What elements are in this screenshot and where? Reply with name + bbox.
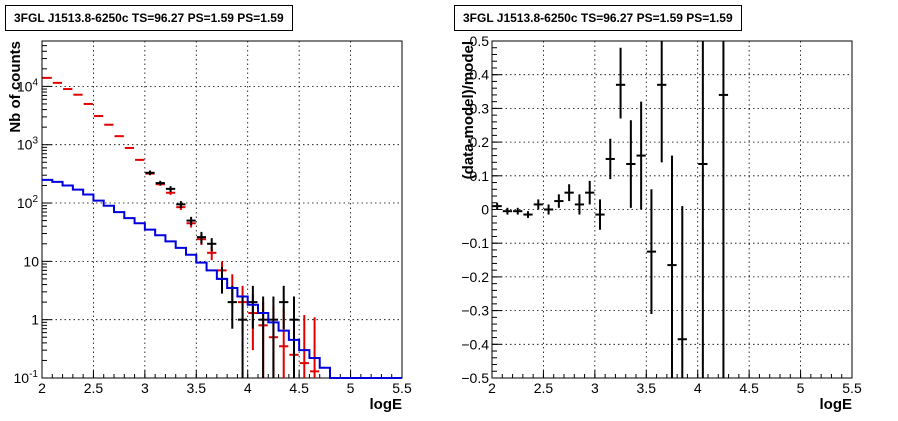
x-tick-label: 4 bbox=[244, 380, 252, 396]
y-tick-label: 1 bbox=[31, 312, 39, 328]
y-tick-label: 104 bbox=[17, 77, 39, 94]
x-tick-label: 2.5 bbox=[84, 380, 104, 396]
x-tick-label: 2.5 bbox=[534, 380, 554, 396]
y-tick-label: 0.5 bbox=[470, 33, 490, 49]
data-point bbox=[502, 207, 513, 215]
y-tick-label: −0.1 bbox=[461, 235, 489, 251]
y-axis-label: (data-model)/model bbox=[460, 41, 477, 179]
y-tick-label: −0.5 bbox=[461, 370, 489, 386]
x-tick-label: 3 bbox=[141, 380, 149, 396]
data-point bbox=[667, 155, 677, 378]
data-point bbox=[299, 315, 309, 378]
data-point bbox=[83, 102, 93, 105]
data-point bbox=[52, 81, 63, 84]
data-point bbox=[248, 285, 258, 329]
y-tick-label: 102 bbox=[17, 194, 39, 211]
data-point bbox=[533, 199, 543, 210]
data-point bbox=[104, 123, 114, 126]
data-point bbox=[268, 296, 279, 378]
data-point bbox=[574, 194, 585, 215]
data-point bbox=[554, 194, 564, 208]
data-point bbox=[543, 204, 554, 215]
x-tick-label: 3 bbox=[591, 380, 599, 396]
y-tick-label: 10-1 bbox=[14, 369, 39, 386]
data-point bbox=[626, 120, 636, 208]
y-tick-label: −0.4 bbox=[461, 336, 489, 352]
data-point bbox=[279, 285, 289, 329]
data-point bbox=[677, 206, 687, 378]
x-tick-label: 3.5 bbox=[637, 380, 657, 396]
data-point bbox=[237, 296, 248, 378]
data-point bbox=[165, 186, 176, 192]
x-tick-label: 5 bbox=[797, 380, 805, 396]
data-point bbox=[63, 88, 73, 91]
data-point bbox=[124, 146, 135, 149]
data-point bbox=[196, 231, 207, 244]
x-tick-label: 4.5 bbox=[739, 380, 759, 396]
data-point bbox=[513, 207, 523, 215]
data-point bbox=[564, 184, 574, 202]
data-point bbox=[657, 41, 667, 163]
data-point bbox=[207, 238, 217, 252]
data-point bbox=[93, 115, 104, 118]
data-point bbox=[289, 296, 299, 378]
counts-plot: 2 2.5 3 3.5 4 4.5 5 5.5 10-1 1 10 102 103 104 logE Nb o… bbox=[7, 40, 412, 413]
data-point bbox=[155, 180, 165, 186]
data-point bbox=[646, 189, 657, 314]
x-tick-label: 3.5 bbox=[187, 380, 207, 396]
y-tick-label: 10 bbox=[23, 253, 39, 269]
x-tick-label: 2 bbox=[488, 380, 496, 396]
data-point bbox=[718, 41, 729, 378]
x-tick-label: 4 bbox=[694, 380, 702, 396]
y-tick-label: 0.3 bbox=[470, 100, 490, 116]
data-point bbox=[309, 317, 320, 378]
data-point bbox=[605, 138, 615, 180]
data-point bbox=[135, 158, 145, 161]
data-point bbox=[698, 41, 708, 378]
data-point bbox=[176, 201, 186, 209]
y-tick-label: 0.4 bbox=[470, 67, 490, 83]
x-tick-label: 5.5 bbox=[392, 380, 412, 396]
y-tick-label: 103 bbox=[17, 136, 39, 153]
data-point bbox=[615, 47, 626, 119]
x-axis-label: logE bbox=[370, 396, 403, 413]
data-point bbox=[227, 285, 237, 329]
counts-panel: 3FGL J1513.8-6250c TS=96.27 PS=1.59 PS=1… bbox=[5, 5, 412, 413]
chart-title: 3FGL J1513.8-6250c TS=96.27 PS=1.59 PS=1… bbox=[5, 5, 293, 31]
x-tick-label: 5.5 bbox=[842, 380, 862, 396]
residuals-panel: 3FGL J1513.8-6250c TS=96.27 PS=1.59 PS=1… bbox=[449, 0, 898, 421]
data-point bbox=[186, 216, 196, 226]
x-tick-label: 4.5 bbox=[289, 380, 309, 396]
data-point bbox=[636, 101, 646, 210]
residuals-plot: 2 2.5 3 3.5 4 4.5 5 5.5 −0.5 −0.4 −0.3 −0.2 −0.1 0 0.1… bbox=[460, 33, 862, 413]
y-tick-label: −0.2 bbox=[461, 269, 489, 285]
x-axis-label: logE bbox=[820, 396, 853, 413]
y-tick-label: 0.2 bbox=[470, 134, 490, 150]
data-point bbox=[523, 211, 533, 218]
data-point bbox=[492, 202, 502, 210]
x-tick-label: 5 bbox=[347, 380, 355, 396]
x-tick-label: 2 bbox=[38, 380, 46, 396]
data-point bbox=[42, 76, 52, 79]
y-axis-label: Nb of counts bbox=[7, 41, 24, 133]
data-point bbox=[73, 93, 83, 96]
y-tick-label: −0.3 bbox=[461, 303, 489, 319]
data-point bbox=[145, 170, 155, 176]
y-tick-label: 0 bbox=[481, 202, 489, 218]
model-step-line bbox=[42, 178, 402, 379]
chart-title: 3FGL J1513.8-6250c TS=96.27 PS=1.59 PS=1… bbox=[454, 5, 742, 31]
plot-frame bbox=[41, 40, 403, 379]
data-point bbox=[258, 296, 268, 378]
data-point bbox=[585, 180, 595, 205]
y-tick-label: 0.1 bbox=[470, 168, 490, 184]
data-point bbox=[114, 135, 124, 138]
data-point bbox=[595, 199, 605, 230]
